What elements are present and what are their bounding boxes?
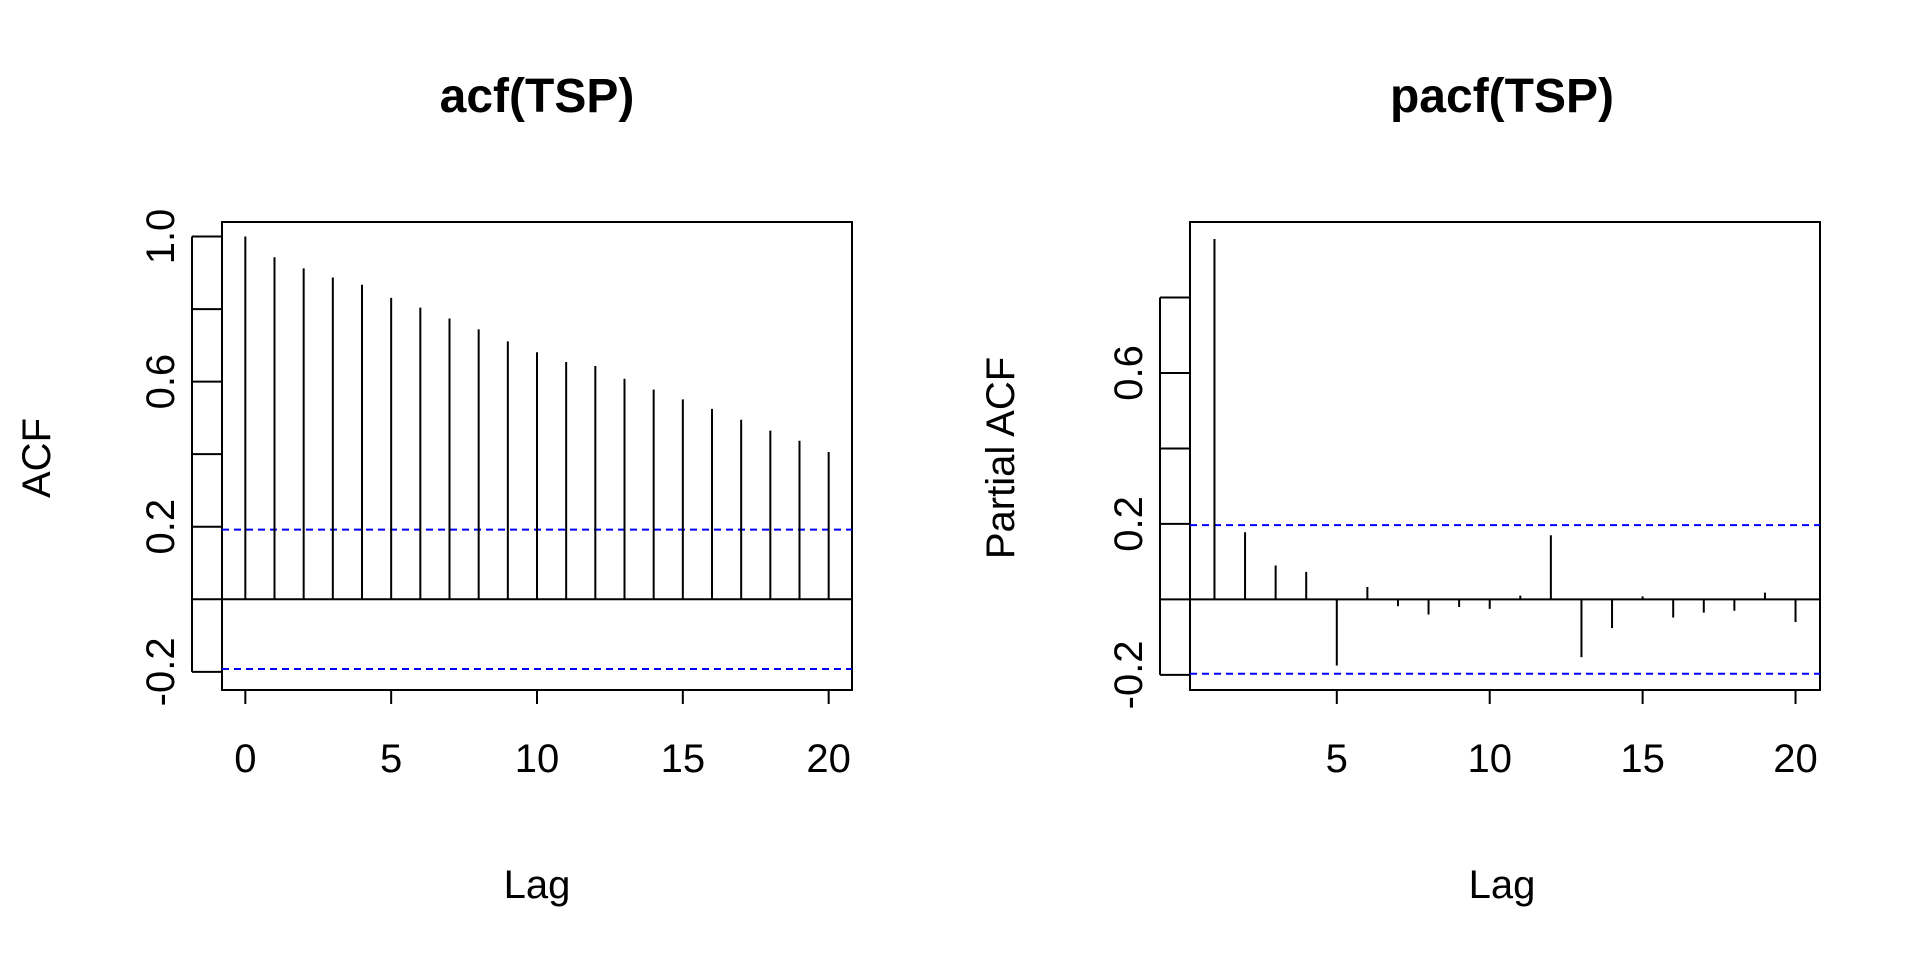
pacf-panel: pacf(TSP) Lag Partial ACF 5 10 15 20 -0.2 0.2… [979,70,1821,907]
acf-y-axis-label: ACF [15,418,59,498]
pacf-plot-area: 5 10 15 20 -0.2 0.2 0.6 [1107,221,1821,781]
pacf-x-tick-label: 10 [1467,737,1512,781]
pacf-title: pacf(TSP) [1390,70,1614,123]
acf-x-axis-label: Lag [504,863,571,907]
pacf-x-tick-label: 15 [1620,737,1665,781]
acf-title: acf(TSP) [440,70,635,123]
pacf-y-tick-label: 0.6 [1107,345,1151,401]
pacf-y-tick-label: 0.2 [1107,496,1151,552]
acf-y-tick-label: 0.2 [139,499,183,555]
pacf-plot-box [1189,221,1821,691]
acf-x-tick-label: 10 [515,737,560,781]
acf-y-tick-label: 1.0 [139,209,183,265]
acf-x-tick-label: 15 [661,737,706,781]
acf-y-tick-label: -0.2 [139,637,183,706]
acf-x-tick-label: 5 [380,737,402,781]
acf-plot-area: 0 5 10 15 20 -0.2 0.2 0.6 1.0 [139,209,853,781]
acf-y-tick-label: 0.6 [139,354,183,410]
pacf-y-axis-label: Partial ACF [979,357,1023,559]
pacf-x-tick-label: 5 [1326,737,1348,781]
pacf-x-axis-label: Lag [1469,863,1536,907]
acf-panel: acf(TSP) Lag ACF 0 5 10 15 20 -0.2 0.2 0.6 1.0 [15,70,853,907]
acf-x-tick-label: 20 [806,737,851,781]
pacf-y-tick-label: -0.2 [1107,640,1151,709]
acf-x-tick-label: 0 [234,737,256,781]
pacf-x-tick-label: 20 [1773,737,1818,781]
